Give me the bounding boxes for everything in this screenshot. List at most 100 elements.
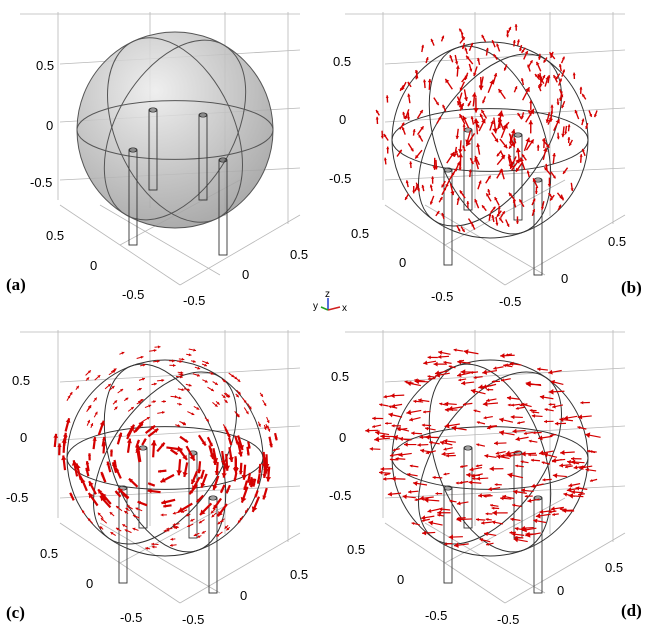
field-arrowhead — [210, 510, 214, 514]
field-arrowhead — [537, 74, 542, 79]
field-arrowhead — [585, 432, 591, 439]
field-arrowhead — [550, 433, 553, 437]
field-arrowhead — [87, 419, 91, 423]
field-arrowhead — [419, 435, 424, 440]
field-arrowhead — [379, 403, 383, 407]
field-arrowhead — [469, 68, 473, 72]
field-arrowhead — [476, 517, 479, 522]
field-arrowhead — [509, 361, 514, 367]
field-arrowhead — [460, 369, 466, 375]
field-arrowhead — [498, 118, 502, 122]
panel-d-tick-br-2: 0 — [557, 583, 564, 598]
field-arrowhead — [481, 34, 485, 38]
field-arrowhead — [192, 359, 196, 363]
field-arrowhead — [380, 466, 385, 472]
field-arrowhead — [519, 199, 523, 203]
field-arrowhead — [216, 533, 220, 537]
panel-d-tick-br-1: 0.5 — [605, 560, 623, 575]
field-arrowhead — [514, 86, 518, 90]
grid-line — [59, 485, 301, 499]
field-arrowhead — [222, 395, 226, 399]
field-arrowhead — [429, 201, 434, 205]
field-arrowhead — [441, 451, 446, 457]
field-arrowhead — [391, 424, 395, 428]
field-arrowhead — [374, 436, 380, 443]
field-arrowhead — [156, 359, 160, 363]
panel-a-tick-br-1: 0.5 — [290, 247, 308, 262]
post — [118, 487, 128, 584]
field-arrowhead — [469, 466, 474, 472]
field-arrowhead — [189, 454, 195, 461]
field-arrowhead — [192, 485, 197, 491]
field-arrowhead — [473, 118, 480, 124]
field-arrowhead — [106, 461, 111, 466]
field-arrowhead — [513, 489, 518, 495]
field-arrowhead — [486, 388, 490, 392]
field-arrowhead — [389, 453, 394, 458]
field-arrowhead — [500, 496, 504, 501]
field-arrowhead — [421, 184, 425, 188]
field-arrowhead — [401, 86, 405, 90]
panel-a-shapes — [76, 31, 274, 256]
field-arrowhead — [437, 510, 442, 516]
field-arrowhead — [458, 149, 463, 154]
field-arrowhead — [431, 176, 435, 179]
field-arrowhead — [416, 188, 420, 192]
field-arrowhead — [231, 374, 235, 378]
field-arrowhead — [444, 407, 449, 413]
field-arrowhead — [148, 404, 152, 408]
field-arrowhead — [524, 494, 528, 498]
panel-d-tick-br-3: -0.5 — [497, 612, 519, 627]
field-arrowhead — [130, 406, 134, 410]
field-arrowhead — [101, 474, 105, 478]
field-arrowhead — [263, 468, 270, 474]
field-arrowhead — [421, 44, 425, 48]
field-arrowhead — [267, 428, 271, 432]
field-arrowhead — [533, 518, 538, 524]
post — [198, 114, 208, 201]
panel-c-tick-br-1: 0.5 — [290, 567, 308, 582]
field-arrowhead — [205, 361, 209, 365]
field-arrowhead — [458, 153, 464, 158]
field-arrowhead — [412, 190, 416, 194]
field-arrowhead — [510, 517, 514, 522]
field-arrowhead — [486, 398, 490, 403]
field-arrowhead — [223, 465, 231, 471]
field-arrowhead — [472, 477, 475, 481]
field-arrowhead — [388, 405, 392, 409]
field-arrowhead — [200, 482, 206, 488]
field-arrowhead — [479, 113, 484, 118]
field-arrowhead — [464, 77, 468, 80]
field-arrowhead — [527, 498, 532, 503]
field-arrowhead — [492, 510, 497, 516]
field-arrowhead — [514, 24, 518, 27]
triad-z-label: z — [325, 289, 330, 300]
field-arrowhead — [172, 511, 176, 515]
field-arrowhead — [427, 355, 431, 360]
field-arrowhead — [509, 530, 513, 535]
field-arrowhead — [197, 534, 201, 538]
field-arrowhead — [257, 423, 261, 427]
field-arrowhead — [107, 383, 111, 387]
field-arrowhead — [544, 407, 548, 412]
field-arrowhead — [515, 221, 520, 224]
triad-y-label: y — [313, 301, 318, 312]
field-arrowhead — [568, 483, 573, 488]
field-arrowhead — [224, 525, 228, 529]
field-arrowhead — [495, 451, 500, 455]
field-arrowhead — [252, 483, 256, 487]
field-arrowhead — [484, 531, 489, 537]
field-arrowhead — [456, 516, 462, 523]
field-arrowhead — [529, 139, 534, 144]
panel-c-tick-left-2: 0 — [20, 430, 27, 445]
post — [533, 179, 543, 276]
field-arrowhead — [558, 204, 562, 208]
field-arrowhead — [113, 368, 117, 372]
meridian-outline — [93, 371, 237, 545]
field-arrowhead — [146, 417, 150, 420]
field-arrowhead — [438, 350, 443, 355]
field-arrowhead — [449, 55, 453, 59]
field-arrowhead — [569, 142, 572, 146]
field-arrowhead — [466, 55, 470, 60]
field-arrowhead — [468, 169, 472, 173]
